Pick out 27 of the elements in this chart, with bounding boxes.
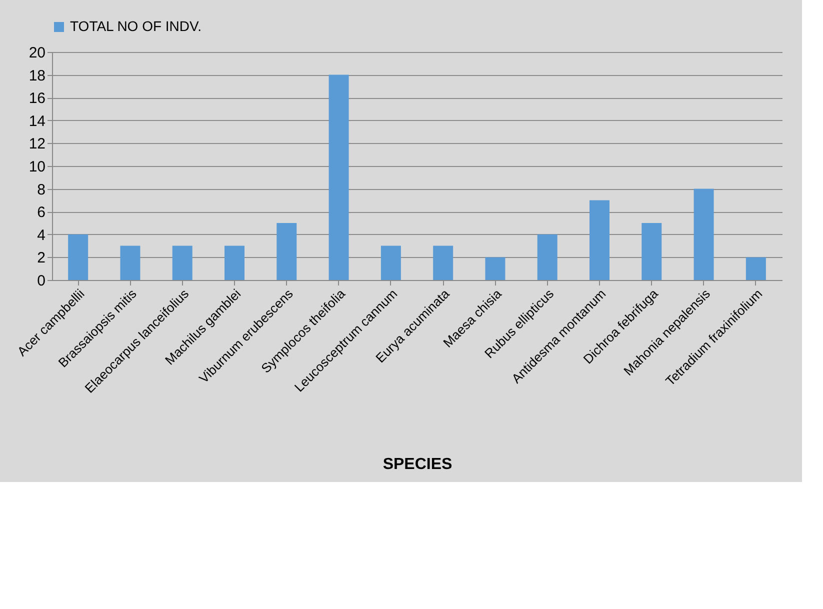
y-tick-label: 16 xyxy=(28,90,46,108)
y-tick-label: 10 xyxy=(28,158,46,176)
bar xyxy=(224,246,244,280)
bar xyxy=(328,74,349,280)
y-tick-label: 4 xyxy=(37,226,46,244)
bar xyxy=(172,246,192,280)
bar xyxy=(590,200,610,280)
bar xyxy=(746,257,766,280)
y-tick-label: 12 xyxy=(28,136,46,153)
y-tick-label: 8 xyxy=(37,181,46,198)
bar xyxy=(694,188,714,280)
y-tick-label: 2 xyxy=(37,250,46,267)
y-tick-label: 14 xyxy=(28,112,46,130)
bar xyxy=(642,223,662,280)
bar xyxy=(537,234,558,280)
y-tick-label: 18 xyxy=(28,67,46,84)
bar xyxy=(380,246,401,280)
legend-label: TOTAL NO OF INDV. xyxy=(70,18,202,34)
x-axis-title: SPECIES xyxy=(382,456,453,473)
bar xyxy=(276,223,297,280)
bar xyxy=(68,234,88,280)
bar xyxy=(433,246,454,280)
bar xyxy=(120,246,140,280)
bar xyxy=(485,257,506,280)
y-tick-label: 6 xyxy=(37,204,46,222)
y-tick-label: 20 xyxy=(28,44,46,62)
y-tick-label: 0 xyxy=(37,272,46,290)
